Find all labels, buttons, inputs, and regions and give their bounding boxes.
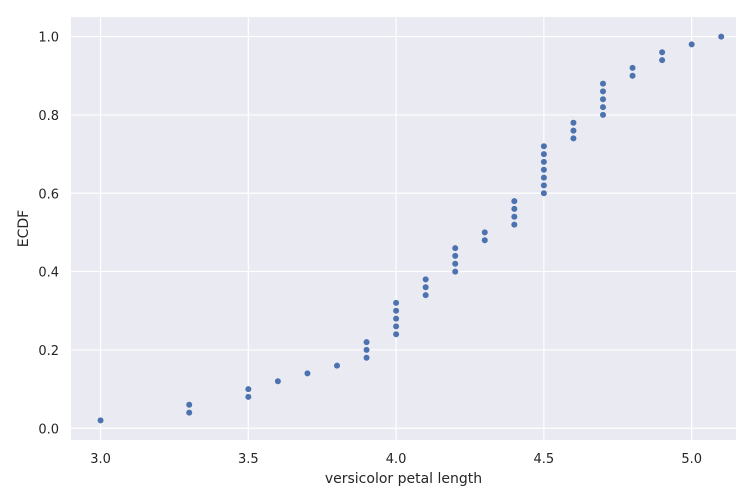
data-point xyxy=(334,362,340,369)
data-point xyxy=(540,166,547,173)
data-point xyxy=(481,237,488,244)
data-point xyxy=(245,386,252,393)
y-tick-label: 0.8 xyxy=(38,109,59,124)
data-point xyxy=(422,276,429,283)
data-point xyxy=(363,339,370,346)
data-point xyxy=(393,315,400,322)
data-point xyxy=(452,252,459,259)
data-point xyxy=(393,331,400,338)
x-tick-label: 3.5 xyxy=(238,452,259,467)
x-tick-label: 3.0 xyxy=(90,452,111,467)
y-tick-label: 0.2 xyxy=(38,344,59,359)
data-point xyxy=(570,119,577,126)
data-point xyxy=(363,354,370,361)
data-point xyxy=(659,49,666,56)
data-point xyxy=(452,260,459,267)
data-point xyxy=(540,174,547,181)
data-point xyxy=(570,135,577,142)
y-tick-label: 1.0 xyxy=(38,31,59,46)
data-point xyxy=(540,158,547,165)
data-point xyxy=(511,198,518,205)
data-point xyxy=(570,127,577,134)
data-point xyxy=(659,57,666,64)
data-point xyxy=(97,417,104,424)
data-point xyxy=(718,33,725,40)
x-tick-label: 4.0 xyxy=(386,452,407,467)
y-tick-label: 0.6 xyxy=(38,187,59,202)
data-point xyxy=(511,205,518,212)
data-point xyxy=(304,370,311,377)
data-point xyxy=(629,72,636,79)
data-point xyxy=(688,41,695,48)
data-points xyxy=(97,33,725,424)
x-gridlines xyxy=(99,17,693,440)
data-point xyxy=(511,213,518,220)
data-point xyxy=(393,307,400,314)
x-tick-label: 4.5 xyxy=(534,452,555,467)
data-point xyxy=(511,221,518,228)
y-tick-label: 0.4 xyxy=(38,266,59,281)
data-point xyxy=(452,245,459,252)
plot-area xyxy=(71,17,736,440)
data-point xyxy=(540,143,547,150)
data-point xyxy=(540,151,547,158)
data-point xyxy=(540,190,547,197)
data-point xyxy=(186,401,193,408)
x-tick-label: 5.0 xyxy=(681,452,702,467)
data-point xyxy=(422,292,429,299)
data-point xyxy=(600,88,606,95)
data-point xyxy=(186,409,193,416)
data-point xyxy=(363,346,370,353)
y-tick-label: 0.0 xyxy=(38,422,59,437)
x-tick-labels: 3.0 3.5 4.0 4.5 5.0 xyxy=(90,452,702,467)
data-point xyxy=(422,284,429,291)
data-point xyxy=(393,323,400,330)
data-point xyxy=(540,182,547,189)
x-axis-label: versicolor petal length xyxy=(325,471,482,487)
data-point xyxy=(629,64,636,71)
data-point xyxy=(452,268,459,275)
data-point xyxy=(274,378,281,385)
data-point xyxy=(600,80,606,87)
data-point xyxy=(600,111,606,118)
data-point xyxy=(600,96,606,103)
data-point xyxy=(393,299,400,306)
y-tick-labels: 0.0 0.2 0.4 0.6 0.8 1.0 xyxy=(38,31,59,438)
data-point xyxy=(245,393,252,400)
y-axis-label: ECDF xyxy=(16,210,32,247)
data-point xyxy=(600,104,606,111)
data-point xyxy=(481,229,488,236)
y-gridlines xyxy=(71,35,736,429)
